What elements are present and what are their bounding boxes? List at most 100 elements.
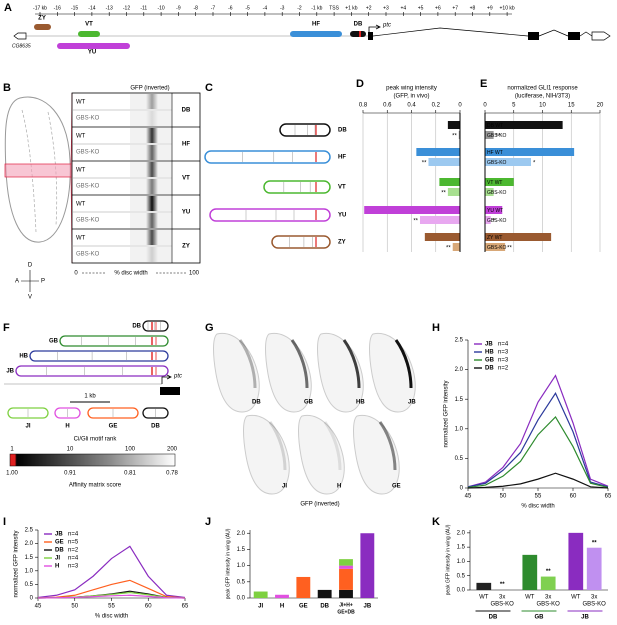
y-tick-label: 0.5 bbox=[455, 456, 464, 462]
legend-n: n=3 bbox=[68, 564, 79, 570]
y-tick-label: 2.5 bbox=[455, 338, 464, 344]
ruler-label: +4 bbox=[400, 5, 406, 11]
bar bbox=[586, 547, 602, 590]
enhancer-label: YU bbox=[182, 210, 190, 216]
construct bbox=[59, 335, 169, 347]
gfp-signal bbox=[238, 339, 257, 389]
x-tick-label: 3x bbox=[499, 595, 505, 601]
intron bbox=[579, 31, 593, 37]
ruler-label: -4 bbox=[263, 5, 268, 11]
bar bbox=[428, 158, 460, 166]
genotype-label: WT bbox=[76, 202, 86, 208]
y-tick-label: 1.5 bbox=[25, 555, 34, 561]
gfp-signal bbox=[290, 339, 309, 389]
y-tick-label: 1.0 bbox=[455, 426, 464, 432]
bar bbox=[485, 206, 503, 214]
construct bbox=[209, 208, 331, 222]
x-tick-label: WT bbox=[571, 595, 581, 601]
y-tick-label: 0.5 bbox=[25, 582, 34, 588]
ruler-label: +2 bbox=[366, 5, 372, 11]
x-axis-label: % disc width bbox=[95, 614, 128, 620]
significance: ** bbox=[413, 219, 418, 225]
group-label: JB bbox=[581, 615, 589, 621]
bar bbox=[419, 216, 460, 224]
genotype-label: WT bbox=[76, 236, 86, 242]
panel-label: F bbox=[3, 322, 10, 334]
colorbar-title: Affinity matrix score bbox=[69, 483, 122, 489]
y-tick-label: 1.5 bbox=[457, 545, 466, 551]
x-tick-label: 65 bbox=[605, 494, 612, 500]
enhancer bbox=[57, 43, 130, 49]
x-tick-label: 3x bbox=[545, 595, 551, 601]
bar bbox=[485, 121, 563, 129]
significance: ** bbox=[592, 540, 597, 546]
panel-label: A bbox=[4, 2, 12, 14]
significance: ** bbox=[496, 134, 501, 140]
construct bbox=[29, 350, 169, 362]
construct-label: GE bbox=[109, 424, 118, 430]
construct-label: H bbox=[337, 484, 341, 490]
significance: ** bbox=[507, 246, 512, 252]
enhancer-label: HF bbox=[182, 142, 190, 148]
legend-label: JB bbox=[485, 342, 493, 348]
legend-n: n=2 bbox=[498, 366, 509, 372]
legend-n: n=4 bbox=[498, 342, 509, 348]
ruler-label: -14 bbox=[88, 5, 95, 11]
construct-label: HB bbox=[19, 354, 28, 360]
enhancer-label: DB bbox=[182, 108, 191, 114]
bar bbox=[458, 131, 460, 139]
bar bbox=[540, 576, 556, 590]
series-line bbox=[467, 374, 609, 488]
exon bbox=[160, 387, 180, 395]
chart-title: peak wing intensity bbox=[386, 86, 437, 92]
bar-segment bbox=[253, 591, 268, 598]
y-axis-label: peak GFP intensity in wing (AU) bbox=[225, 528, 231, 599]
gfp-signal bbox=[323, 421, 342, 471]
construct-label: GB bbox=[304, 400, 314, 406]
ruler-label: -3 bbox=[280, 5, 285, 11]
gfp-signal bbox=[394, 339, 413, 389]
x-tick-label: 50 bbox=[71, 604, 78, 610]
panel-label: E bbox=[480, 78, 487, 90]
bar-segment bbox=[296, 576, 311, 598]
construct-label: GB bbox=[49, 339, 59, 345]
bar-label: GBS-KO bbox=[487, 133, 507, 139]
colorbar-tick: 1 bbox=[10, 447, 14, 453]
x-tick-label: 20 bbox=[597, 103, 604, 109]
tss-arrow bbox=[161, 374, 172, 384]
intron bbox=[538, 29, 569, 37]
legend-label: HB bbox=[485, 350, 494, 356]
group-label: GB bbox=[535, 615, 545, 621]
bar-segment bbox=[317, 589, 332, 598]
x-tick-label: 0 bbox=[458, 103, 462, 109]
ruler-label: -15 bbox=[71, 5, 78, 11]
legend-n: n=5 bbox=[68, 540, 79, 546]
bar-label: DB WT bbox=[487, 123, 503, 129]
y-tick-label: 2.0 bbox=[237, 531, 246, 537]
colorbar-tick: 10 bbox=[67, 447, 74, 453]
x-tick-label: GBS-KO bbox=[537, 602, 561, 608]
x-tick-label: 60 bbox=[570, 494, 577, 500]
x-tick-label: DB bbox=[320, 604, 329, 610]
compass-label: D bbox=[28, 263, 33, 269]
gfp-stripe bbox=[146, 111, 158, 126]
bar bbox=[485, 131, 494, 139]
ruler-label: -9 bbox=[176, 5, 181, 11]
y-tick-label: 1.5 bbox=[237, 547, 246, 553]
bar-label: GBS-KO bbox=[487, 245, 507, 251]
y-tick-label: 0 bbox=[30, 596, 34, 602]
ruler-label: +3 bbox=[383, 5, 389, 11]
gfp-stripe bbox=[146, 247, 158, 262]
enhancer-label: ZY bbox=[182, 244, 190, 250]
x-tick-label: 3x bbox=[591, 595, 597, 601]
y-tick-label: 2.0 bbox=[25, 541, 34, 547]
construct-label: GE bbox=[392, 484, 401, 490]
construct-label: DB bbox=[338, 128, 347, 134]
intron bbox=[372, 27, 529, 37]
construct-label: JI bbox=[25, 424, 30, 430]
construct-label: JB bbox=[6, 369, 14, 375]
gfp-signal bbox=[378, 421, 397, 471]
x-tick-label: JB bbox=[363, 604, 371, 610]
x-tick-label: 55 bbox=[535, 494, 542, 500]
bar bbox=[447, 121, 460, 129]
